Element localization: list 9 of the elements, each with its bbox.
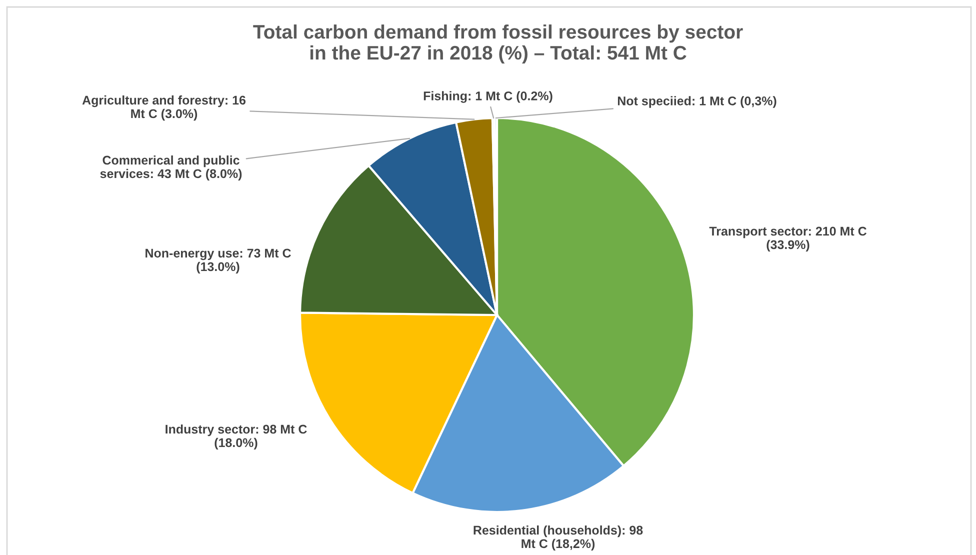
slice-label: Non-energy use: 73 Mt C (13.0%) xyxy=(146,248,291,274)
slice-label: Commerical and public services: 43 Mt C (8.0%) xyxy=(100,155,242,181)
slice-label: Not speciied: 1 Mt C (0,3%) xyxy=(618,96,776,108)
slice-label: Residential (households): 98 Mt C (18,2%) xyxy=(474,525,643,551)
chart-title: Total carbon demand from fossil resources by sector in the EU-27 in 2018 (%) – Total: 541 Mt C xyxy=(253,24,743,64)
slice-label: Transport sector: 210 Mt C (33.9%) xyxy=(709,226,867,252)
slice-label: Agriculture and forestry: 16 Mt C (3.0%) xyxy=(82,95,246,121)
slice-label: Fishing: 1 Mt C (0.2%) xyxy=(424,91,552,103)
slice-label: Industry sector: 98 Mt C (18.0%) xyxy=(166,424,307,450)
